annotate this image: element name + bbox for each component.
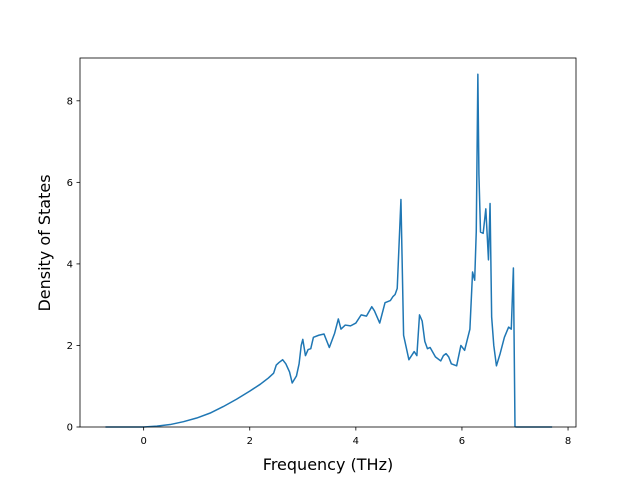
- y-tick-label: 8: [67, 96, 73, 107]
- y-tick-label: 4: [67, 259, 73, 270]
- axes-frame: [79, 57, 577, 428]
- x-axis-label: Frequency (THz): [263, 455, 393, 474]
- y-tick-label: 0: [67, 423, 73, 434]
- x-tick-label: 4: [353, 436, 359, 447]
- y-tick-label: 6: [67, 178, 73, 189]
- y-tick-label: 2: [67, 341, 73, 352]
- x-tick-label: 0: [140, 436, 146, 447]
- x-axis-ticks: 0 2 4 6 8: [140, 427, 571, 447]
- dos-series-line-0: [105, 73, 553, 428]
- x-tick-label: 8: [565, 436, 571, 447]
- x-tick-label: 2: [247, 436, 253, 447]
- plot-area: [79, 57, 577, 428]
- y-axis-ticks: 0 2 4 6 8: [67, 96, 80, 434]
- y-axis-label: Density of States: [35, 174, 54, 311]
- x-tick-label: 6: [459, 436, 465, 447]
